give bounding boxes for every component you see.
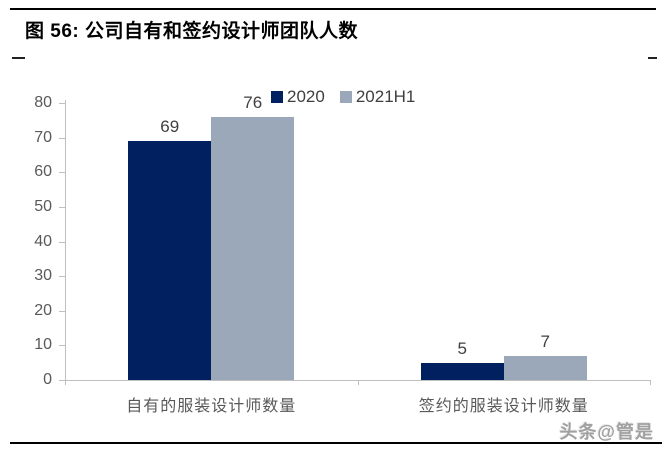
y-axis-tick (59, 206, 65, 208)
bar-2020-category-2 (420, 363, 504, 380)
bar-value-label: 76 (243, 93, 263, 112)
legend-swatch-2021h1 (339, 91, 352, 103)
y-axis-tick-label: 40 (34, 232, 52, 250)
bar-value-label: 5 (457, 339, 467, 358)
y-axis-tick (59, 380, 65, 381)
bar-2021h1-category-1 (211, 117, 295, 380)
y-axis-tick-label: 0 (43, 371, 52, 388)
y-axis-line (65, 100, 66, 380)
figure-title: 图 56: 公司自有和签约设计师团队人数 (25, 21, 359, 42)
y-axis-tick (59, 345, 65, 347)
bar-value-label: 7 (540, 332, 550, 351)
right-dash (648, 57, 657, 59)
x-axis-tick (65, 380, 66, 385)
legend-item-2020: 2020 (271, 87, 325, 107)
bar-2021h1-category-2 (503, 356, 587, 380)
legend-item-2021h1: 2021H1 (339, 87, 416, 107)
x-axis-category-label: 签约的服装设计师数量 (418, 398, 589, 415)
x-axis-category-label: 自有的服装设计师数量 (126, 398, 297, 415)
y-axis-tick (59, 276, 65, 278)
y-axis-tick-label: 10 (34, 336, 52, 354)
y-axis-tick (59, 103, 65, 104)
chart-legend: 2020 2021H1 (271, 87, 415, 107)
bottom-rule (10, 442, 662, 444)
top-rule (10, 8, 656, 10)
y-axis-tick-label: 20 (34, 301, 52, 319)
y-axis-tick (59, 172, 65, 174)
y-axis-tick-label: 30 (34, 267, 52, 285)
y-axis-tick (59, 241, 65, 243)
legend-label-2020: 2020 (287, 87, 325, 106)
y-axis-tick-label: 50 (34, 197, 52, 215)
watermark: 头条@管是 (559, 422, 654, 442)
y-axis-tick (59, 137, 65, 139)
bar-value-label: 69 (160, 117, 180, 136)
y-axis-tick (59, 310, 65, 312)
y-axis-tick-label: 60 (34, 163, 52, 181)
left-dash (12, 57, 25, 59)
legend-swatch-2020 (271, 91, 283, 103)
y-axis-tick-label: 70 (34, 128, 52, 146)
y-axis-tick-label: 80 (34, 94, 52, 111)
x-axis-tick (357, 380, 359, 385)
x-axis-tick (650, 380, 651, 385)
bar-2020-category-1 (128, 141, 212, 380)
legend-label-2021h1: 2021H1 (355, 87, 416, 106)
